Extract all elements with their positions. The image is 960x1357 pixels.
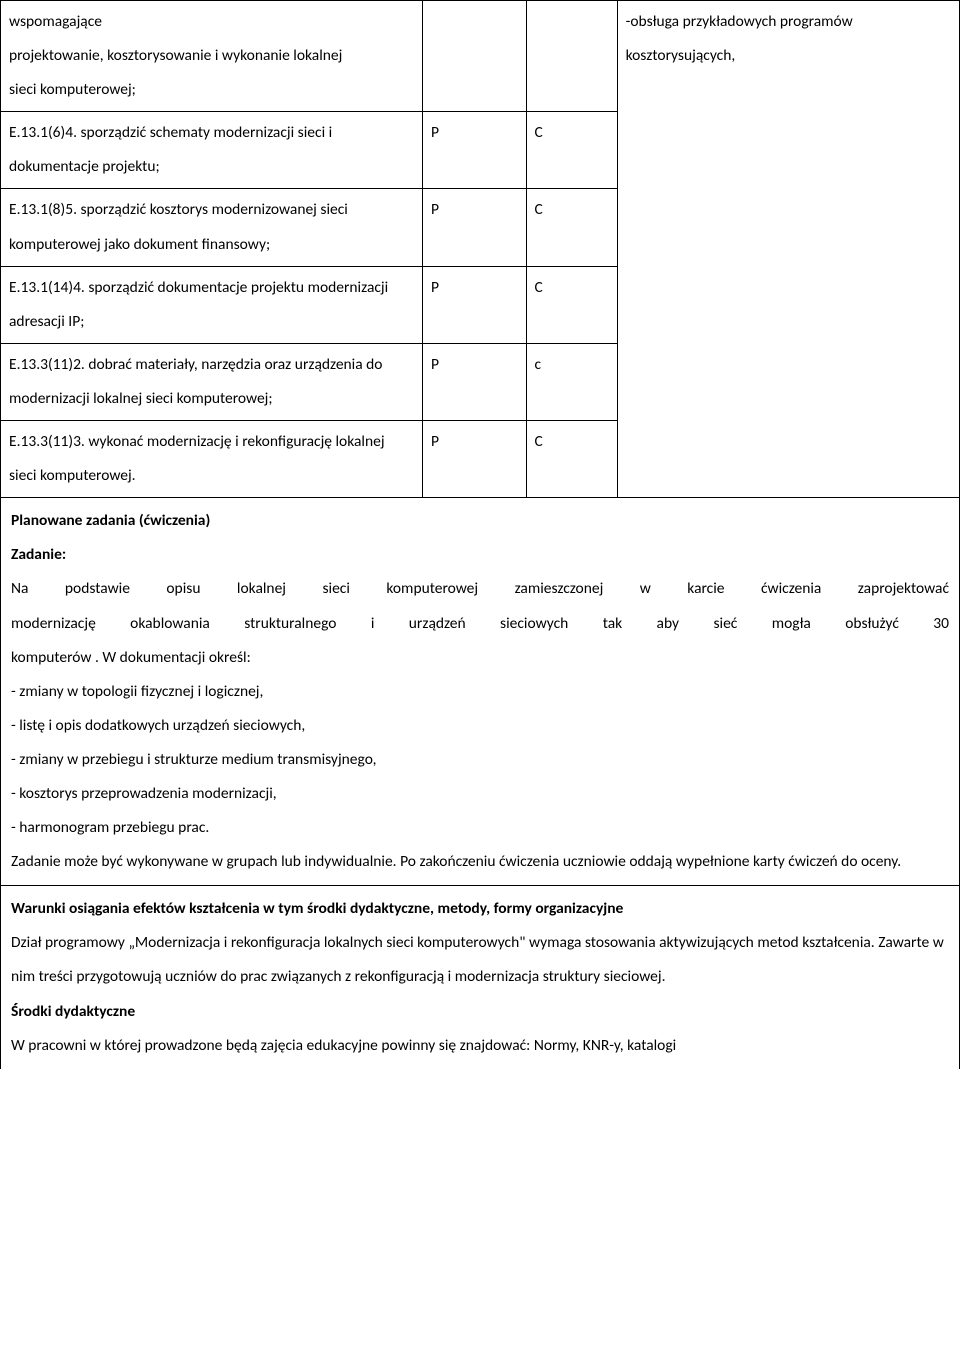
notes-text: -obsługa przykładowych programów kosztor… <box>626 5 951 73</box>
cell-col1: E.13.1(6)4. sporządzić schematy moderniz… <box>1 112 423 189</box>
bullet-item: - zmiany w przebiegu i strukturze medium… <box>11 743 949 777</box>
cell-col3: C <box>526 189 617 266</box>
section-paragraph-line: komputerów . W dokumentacji określ: <box>11 641 949 675</box>
bullet-item: - harmonogram przebiegu prac. <box>11 811 949 845</box>
cell-col2: P <box>422 112 526 189</box>
cell-col3 <box>526 1 617 112</box>
cell-col2: P <box>422 266 526 343</box>
cell-col4-notes: -obsługa przykładowych programów kosztor… <box>617 1 959 498</box>
cell-col1: E.13.3(11)2. dobrać materiały, narzędzia… <box>1 343 423 420</box>
section-cell: Planowane zadania (ćwiczenia) Zadanie: N… <box>1 498 960 886</box>
curriculum-table: wspomagające projektowanie, kosztorysowa… <box>0 0 960 1069</box>
section-paragraph: Dział programowy „Modernizacja i rekonfi… <box>11 926 949 994</box>
bullet-item: - zmiany w topologii fizycznej i logiczn… <box>11 675 949 709</box>
cell-col1: E.13.1(8)5. sporządzić kosztorys moderni… <box>1 189 423 266</box>
section-paragraph-line: Na podstawie opisu lokalnej sieci komput… <box>11 572 949 606</box>
section-paragraph: Zadanie może być wykonywane w grupach lu… <box>11 845 949 879</box>
section-subtitle: Zadanie: <box>11 538 949 572</box>
cell-col3: C <box>526 421 617 498</box>
cell-col2: P <box>422 421 526 498</box>
cell-text: wspomagające projektowanie, kosztorysowa… <box>9 5 414 107</box>
cell-col1: wspomagające projektowanie, kosztorysowa… <box>1 1 423 112</box>
cell-col2: P <box>422 343 526 420</box>
section-planned-tasks: Planowane zadania (ćwiczenia) Zadanie: N… <box>1 498 960 886</box>
section-title: Planowane zadania (ćwiczenia) <box>11 504 949 538</box>
cell-col2: P <box>422 189 526 266</box>
section-paragraph-line: modernizację okablowania strukturalnego … <box>11 607 949 641</box>
section-cell: Warunki osiągania efektów kształcenia w … <box>1 886 960 1069</box>
cell-col1: E.13.1(14)4. sporządzić dokumentacje pro… <box>1 266 423 343</box>
table-row: wspomagające projektowanie, kosztorysowa… <box>1 1 960 112</box>
section-paragraph: W pracowni w której prowadzone będą zaję… <box>11 1029 949 1063</box>
cell-col1: E.13.3(11)3. wykonać modernizację i reko… <box>1 421 423 498</box>
cell-col2 <box>422 1 526 112</box>
bullet-item: - kosztorys przeprowadzenia modernizacji… <box>11 777 949 811</box>
section-subtitle: Środki dydaktyczne <box>11 995 949 1029</box>
cell-col3: C <box>526 112 617 189</box>
cell-col3: C <box>526 266 617 343</box>
bullet-item: - listę i opis dodatkowych urządzeń siec… <box>11 709 949 743</box>
cell-col3: c <box>526 343 617 420</box>
section-title: Warunki osiągania efektów kształcenia w … <box>11 892 949 926</box>
section-conditions: Warunki osiągania efektów kształcenia w … <box>1 886 960 1069</box>
